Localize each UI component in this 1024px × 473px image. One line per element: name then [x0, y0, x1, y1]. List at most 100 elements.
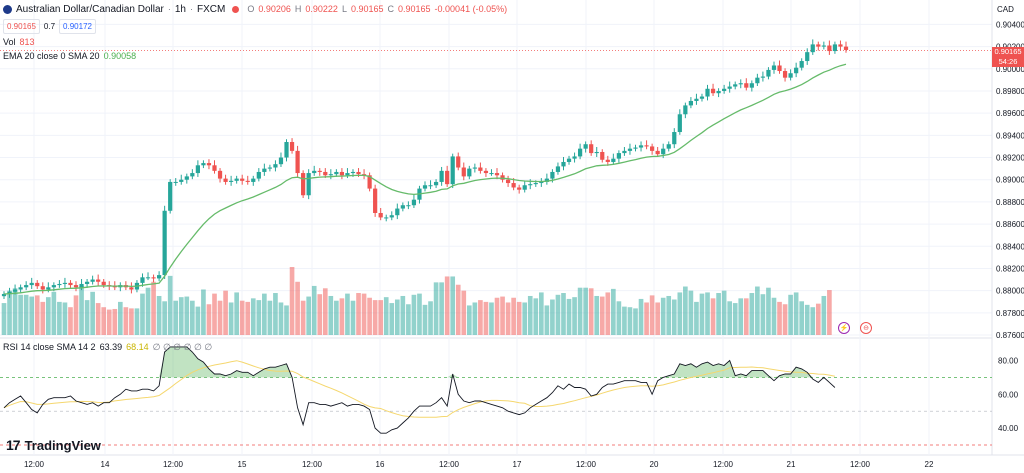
- rsi-label[interactable]: RSI 14 close SMA 14 2: [3, 342, 96, 352]
- candle-body: [810, 44, 815, 53]
- volume-bar: [45, 297, 51, 335]
- candle-body: [522, 185, 527, 190]
- volume-bar: [716, 293, 721, 335]
- volume-bar: [372, 300, 378, 335]
- chart-grid: [0, 0, 1024, 456]
- candle-body: [788, 73, 793, 78]
- candle-body: [467, 168, 472, 177]
- price-tick: 0.90400: [996, 20, 1024, 29]
- candle-body: [284, 142, 289, 158]
- volume-bar: [345, 293, 350, 335]
- volume-bar: [494, 297, 500, 335]
- volume-bar: [228, 302, 234, 335]
- volume-bar: [328, 295, 334, 335]
- volume-bar: [151, 281, 156, 335]
- volume-bar: [616, 301, 622, 335]
- rsi-axis[interactable]: 80.00 60.00 40.00: [998, 356, 1019, 433]
- volume-bar: [766, 287, 771, 335]
- volume-bar: [367, 297, 372, 335]
- candle-body: [445, 170, 450, 185]
- volume-bar: [755, 286, 760, 335]
- candle-body: [511, 183, 516, 188]
- ohlc-low: 0.90165: [350, 4, 384, 14]
- interval[interactable]: 1h: [174, 4, 186, 15]
- rsi-legend: RSI 14 close SMA 14 2 63.39 68.14 ∅ ∅ ∅ …: [3, 342, 212, 353]
- volume-bar: [721, 290, 727, 335]
- volume-bar: [278, 302, 284, 335]
- candle-body: [494, 173, 500, 176]
- volume-bar: [217, 300, 223, 335]
- rsi-extra: ∅ ∅ ∅ ∅ ∅ ∅: [152, 342, 213, 352]
- rsi-tick: 40.00: [998, 424, 1019, 433]
- volume-bar: [622, 306, 627, 335]
- price-axis[interactable]: CAD0.904000.902000.900000.898000.896000.…: [996, 5, 1024, 340]
- price-tick: 0.87600: [996, 331, 1024, 340]
- candle-body: [18, 287, 23, 290]
- time-axis[interactable]: 12:00 14 12:00 15 12:00 16 12:00 17 12:00 20 12:00…: [24, 460, 934, 469]
- volume-bar: [68, 307, 73, 335]
- volume-bar: [262, 293, 267, 335]
- candle-body: [317, 170, 322, 172]
- ohlc-open: 0.90206: [258, 4, 291, 14]
- bid-button[interactable]: 0.90165: [3, 19, 40, 34]
- candle-body: [312, 170, 317, 174]
- candle-body: [84, 281, 90, 284]
- tradingview-logo[interactable]: 17 TradingView: [6, 437, 101, 453]
- time-tick: 12:00: [439, 460, 460, 469]
- ema-line: [3, 63, 847, 295]
- candle-body: [306, 173, 311, 196]
- candle-body: [489, 173, 494, 175]
- volume-bar: [90, 291, 95, 335]
- candle-body: [616, 153, 621, 159]
- volume-bar: [7, 290, 12, 335]
- volume-bar: [577, 287, 583, 335]
- volume-bar: [79, 285, 84, 335]
- volume-bar: [101, 307, 107, 335]
- volume-bar: [106, 309, 112, 335]
- volume-label[interactable]: Vol: [3, 37, 16, 47]
- candle-body: [816, 44, 821, 47]
- time-tick: 12:00: [163, 460, 184, 469]
- market-status-dot: [232, 6, 240, 13]
- candle-body: [544, 178, 549, 182]
- candle-body: [805, 52, 810, 62]
- candle-body: [395, 208, 400, 216]
- flag-icon: [3, 5, 12, 14]
- volume-bar: [611, 288, 616, 335]
- volume-bar: [699, 293, 705, 335]
- rsi-line: [3, 346, 836, 434]
- ema-label[interactable]: EMA 20 close 0 SMA 20: [3, 51, 100, 61]
- candle-body: [627, 148, 633, 151]
- candle-body: [24, 285, 29, 288]
- candle-body: [289, 142, 295, 151]
- tradingview-logo-text: TradingView: [24, 437, 101, 453]
- candle-body: [223, 178, 228, 182]
- candle-body: [456, 156, 461, 168]
- candle-body: [694, 98, 699, 101]
- candle-body: [101, 281, 106, 286]
- candle-body: [334, 171, 339, 175]
- candle-body: [838, 44, 843, 47]
- candle-body: [378, 212, 383, 218]
- volume-bar: [118, 301, 123, 335]
- lightning-icon[interactable]: ⚡: [838, 322, 850, 334]
- volume-bar: [178, 297, 184, 335]
- candle-body: [505, 179, 511, 184]
- candle-body: [145, 277, 151, 279]
- volume-bar: [516, 301, 522, 335]
- volume-bar: [317, 294, 323, 335]
- symbol-name[interactable]: Australian Dollar/Canadian Dollar: [16, 4, 164, 15]
- volume-bar: [455, 284, 461, 335]
- candle-body: [278, 157, 284, 165]
- time-tick: 21: [787, 460, 796, 469]
- economic-event-icon[interactable]: ⊖: [860, 322, 872, 334]
- ask-button[interactable]: 0.90172: [59, 19, 96, 34]
- exchange: FXCM: [196, 4, 226, 15]
- candle-body: [251, 178, 256, 182]
- volume-bar: [378, 300, 384, 335]
- volume-bar: [666, 295, 672, 335]
- candle-body: [328, 174, 333, 176]
- volume-bar: [289, 267, 295, 335]
- volume-bar: [334, 300, 339, 335]
